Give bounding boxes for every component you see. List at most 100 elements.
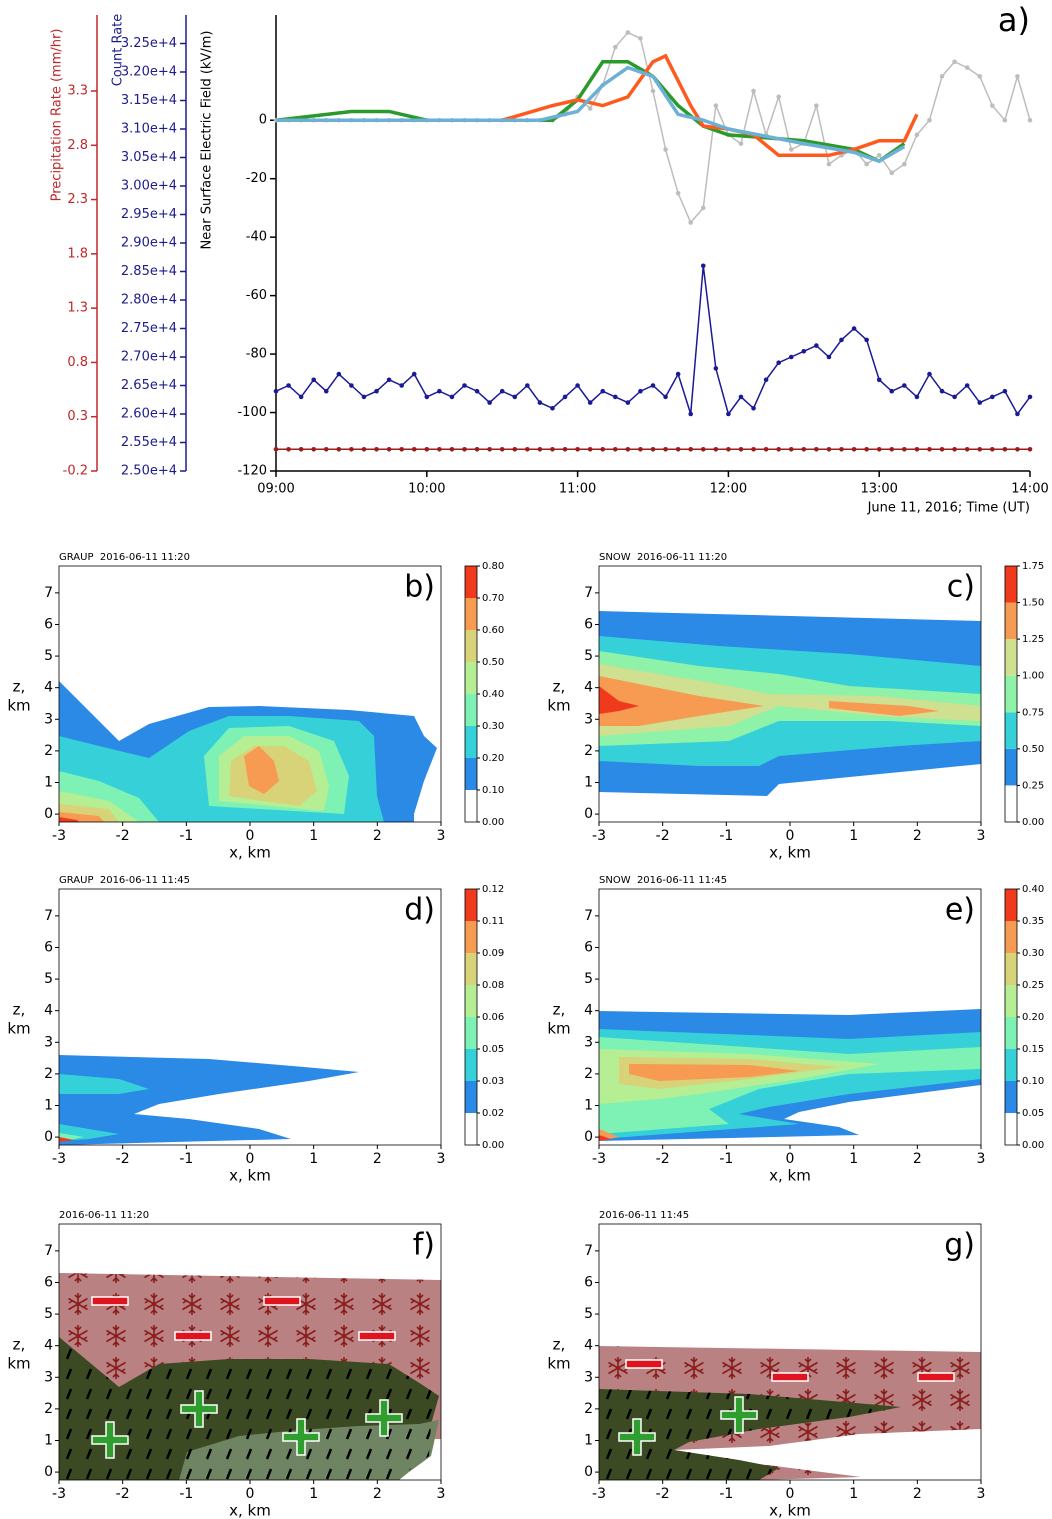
y-axis-label: z,	[13, 1336, 26, 1354]
point	[751, 406, 756, 411]
y-axis-label: km	[547, 1355, 570, 1373]
x-tick-label: -3	[52, 1486, 66, 1502]
x-tick-label: 1	[309, 1486, 318, 1502]
negative-charge	[91, 1296, 129, 1306]
x-tick-label: -3	[592, 828, 606, 844]
point	[839, 337, 844, 343]
y-tick-label: 3	[44, 1034, 53, 1050]
colorbar-band	[465, 889, 477, 921]
point	[437, 446, 442, 452]
y-tick-label: 6	[584, 616, 593, 632]
y-tick-label: 5	[44, 971, 53, 987]
point	[575, 446, 580, 452]
series-line	[276, 65, 906, 164]
point	[411, 371, 417, 377]
panel-label: f)	[413, 1228, 435, 1263]
point	[323, 388, 329, 394]
point	[1027, 394, 1033, 400]
colorbar-label: 0.50	[482, 657, 504, 668]
y-tick-label: 2.55e+4	[121, 435, 177, 450]
point	[374, 446, 379, 452]
y-tick-label: 6	[44, 616, 53, 632]
panel-label: c)	[947, 570, 975, 605]
point	[851, 326, 857, 331]
point	[864, 446, 869, 452]
colorbar-band	[465, 630, 477, 662]
x-tick-label: 0	[786, 1486, 795, 1502]
point	[550, 446, 555, 452]
y-tick-label: 1	[584, 774, 593, 790]
point	[587, 446, 593, 452]
colorbar-label: 0.06	[482, 1012, 504, 1023]
point	[927, 446, 932, 452]
y-tick-label: 1	[44, 1432, 53, 1448]
point	[675, 191, 681, 196]
point	[1027, 446, 1033, 452]
colorbar-label: 0.11	[482, 916, 504, 927]
point	[399, 446, 404, 452]
point	[700, 205, 706, 211]
point	[474, 388, 480, 394]
chart-title: 2016-06-11 11:45	[599, 1210, 689, 1221]
point	[826, 161, 832, 167]
point	[298, 446, 304, 452]
point	[902, 383, 907, 388]
point	[788, 446, 794, 452]
point	[914, 132, 920, 138]
point	[713, 103, 719, 108]
colorbar-label: 0.80	[482, 561, 504, 572]
x-axis-label: x, km	[229, 1502, 271, 1519]
colorbar-label: 1.50	[1022, 598, 1044, 609]
chart-title: SNOW 2016-06-11 11:45	[599, 875, 727, 886]
point	[990, 103, 995, 108]
x-tick-label: 0	[246, 828, 255, 844]
y-axis-label: z,	[13, 1001, 26, 1019]
point	[738, 446, 744, 452]
point	[499, 388, 505, 394]
y3-axis-label: Precipitation Rate (mm/hr)	[50, 29, 65, 202]
x-tick-label: 12:00	[710, 482, 747, 497]
point	[575, 383, 580, 388]
x-tick-label: -2	[656, 1486, 670, 1502]
contour-fill	[599, 686, 639, 714]
y-tick-label: 1	[584, 1432, 593, 1448]
point	[902, 161, 907, 167]
point	[876, 446, 882, 452]
x-tick-label: -1	[179, 828, 193, 844]
panel-c: 0.00 0.25 0.50 0.75 1.00 1.25 1.50 1.75 -3 -2 -1 0 1…	[547, 552, 1044, 862]
x-axis-label: x, km	[229, 1167, 271, 1185]
colorbar-label: 0.60	[482, 625, 504, 636]
y-tick-label: 2	[44, 1401, 53, 1417]
x-tick-label: 3	[977, 1151, 986, 1167]
panel-b: 0.00 0.10 0.20 0.30 0.40 0.50 0.60 0.70 0.80 -3 -2…	[7, 552, 504, 862]
point	[600, 446, 606, 452]
colorbar-band	[1005, 748, 1017, 786]
point	[1015, 74, 1020, 79]
point	[726, 411, 731, 417]
y-tick-label: 3	[584, 711, 593, 727]
colorbar-label: 0.00	[1022, 817, 1044, 828]
point	[487, 446, 492, 452]
contour-fill	[59, 1137, 74, 1142]
point	[964, 383, 970, 388]
x-tick-label: 2	[913, 1486, 922, 1502]
graupel-texture	[59, 1337, 439, 1480]
point	[550, 406, 555, 411]
y-tick-label: 3.05e+4	[121, 150, 177, 165]
x-axis-label: x, km	[769, 1167, 811, 1185]
contour-fill	[599, 1135, 611, 1141]
y-tick-label: 2	[44, 743, 53, 759]
colorbar-frame	[1004, 565, 1018, 823]
colorbar-band	[465, 662, 477, 694]
point	[952, 446, 957, 452]
y-tick-label: 2	[584, 1401, 593, 1417]
x-tick-label: -1	[719, 828, 733, 844]
point	[600, 388, 606, 394]
colorbar-band	[465, 985, 477, 1017]
colorbar-band	[1005, 785, 1017, 822]
colorbar-band	[465, 598, 477, 630]
y-axis-label: km	[547, 697, 570, 715]
y-tick-label: 4	[44, 1003, 53, 1019]
contour-fill	[244, 746, 279, 794]
colorbar-band	[1005, 1081, 1017, 1113]
